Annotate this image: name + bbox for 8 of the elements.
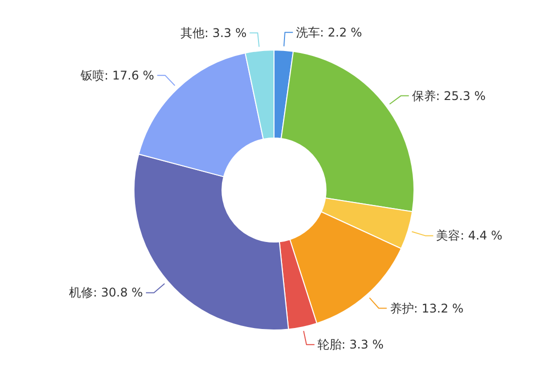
slice-label: 机修: 30.8 %	[69, 286, 143, 300]
slice-label: 轮胎: 3.3 %	[317, 338, 384, 352]
slice-label: 保养: 25.3 %	[412, 88, 486, 103]
slice-label: 美容: 4.4 %	[436, 228, 502, 243]
slice-label: 洗车: 2.2 %	[296, 25, 362, 40]
slice-label: 养护: 13.2 %	[390, 301, 464, 316]
slice-label: 钣喷: 17.6 %	[79, 68, 154, 82]
slice-label: 其他: 3.3 %	[180, 26, 247, 40]
